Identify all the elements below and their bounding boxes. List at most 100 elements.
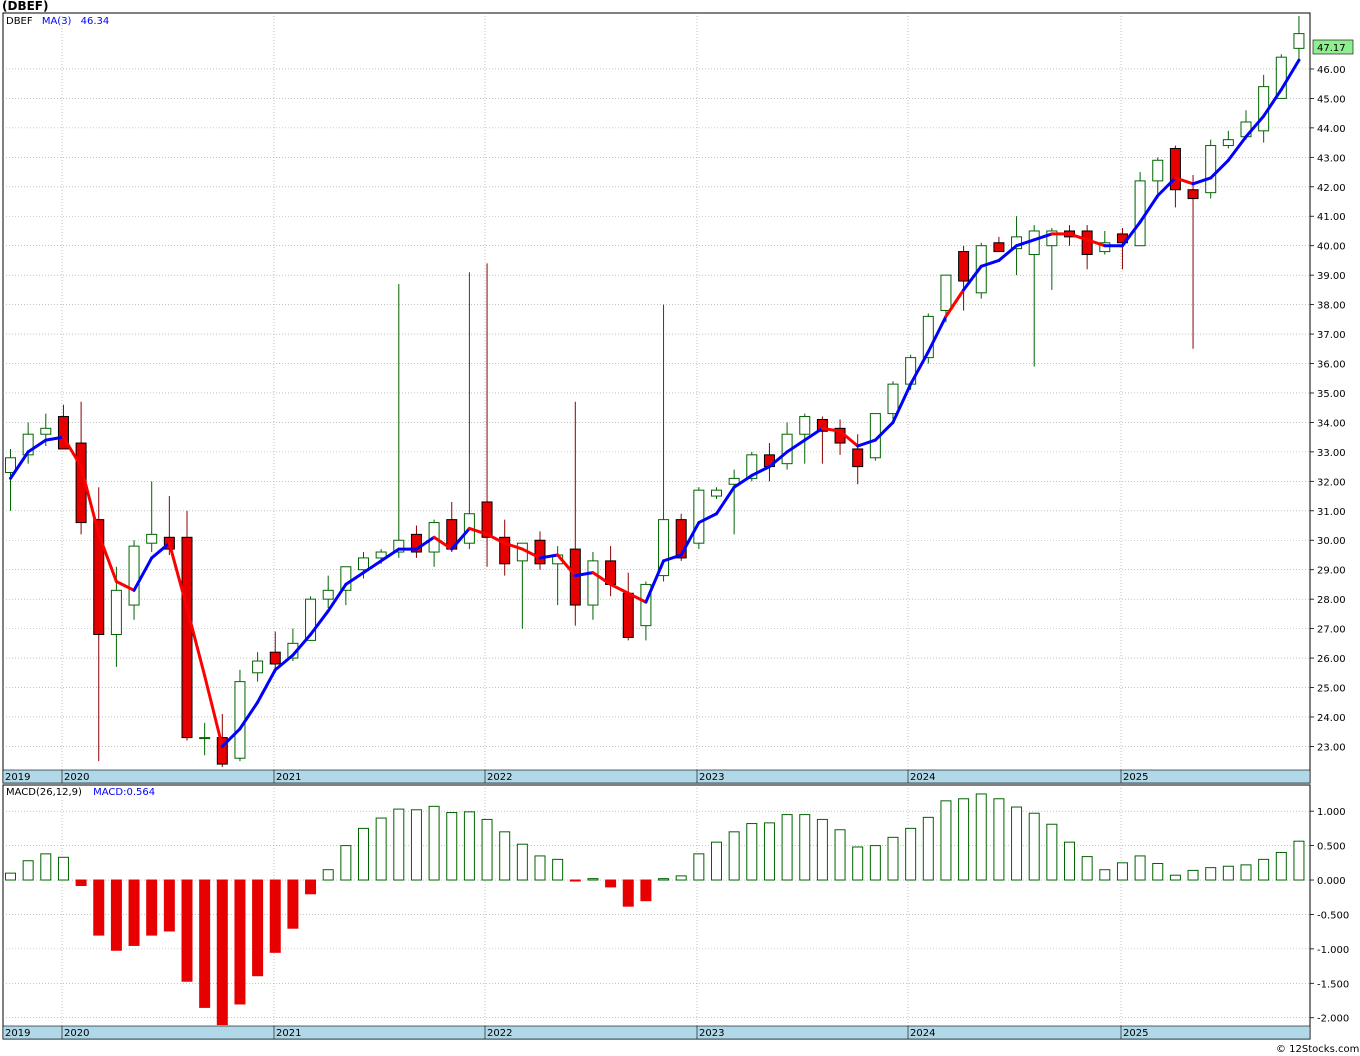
macd-x-label: 2025 [1123,1028,1148,1039]
macd-legend-name: MACD(26,12,9) [6,787,82,798]
macd-legend-value: MACD:0.564 [93,787,155,798]
ma-segment [573,571,595,578]
ma-segment [909,350,930,386]
ma-segment [1068,232,1089,242]
macd-bar-positive [975,793,987,881]
macd-bar-negative [640,879,652,902]
ma-segment [944,288,966,318]
ma-segment [767,450,789,469]
macd-bar-positive [1258,858,1270,881]
macd-y-tick-label: -1.000 [1317,945,1349,956]
price-y-tick-label: 39.00 [1317,271,1346,282]
macd-bar-positive [1275,851,1287,881]
ma-segment [450,526,471,551]
macd-bar-positive [1205,867,1217,881]
price-y-tick-label: 41.00 [1317,212,1346,223]
candle-body-up [322,589,334,600]
macd-bar-positive [675,875,687,881]
macd-x-label: 2024 [910,1028,935,1039]
macd-y-tick-label: -2.000 [1317,1014,1349,1025]
ma-segment [1085,238,1107,248]
macd-bar-positive [340,845,352,881]
ma-segment [926,314,948,354]
macd-bar-negative [199,879,211,1008]
ma-segment [997,244,1019,262]
ma-segment [114,579,136,592]
price-y-tick-label: 33.00 [1317,448,1346,459]
macd-bar-positive [834,829,846,881]
macd-bar-positive [1099,869,1111,881]
ma-segment [609,582,630,595]
ma-segment [291,633,313,657]
price-y-tick-label: 37.00 [1317,330,1346,341]
candle-body-up [199,737,211,740]
candle [993,236,1005,253]
ma-segment [44,435,65,442]
macd-bar-positive [711,841,722,881]
ma-segment [432,535,454,551]
price-y-tick-label: 46.00 [1317,65,1346,76]
candle-body-up [799,416,811,435]
candle [252,652,264,682]
ma-segment [1138,194,1160,224]
macd-bar-positive [1152,862,1164,881]
last-price-label: 47.17 [1317,43,1346,54]
candle-body-up [305,598,317,641]
macd-bar-positive [481,818,493,881]
price-y-tick-label: 38.00 [1317,301,1346,312]
legend-ma-label: MA(3) [42,16,72,27]
candle-body-up [1134,180,1146,247]
candle-body-up [358,557,369,571]
macd-bar-negative [128,879,140,946]
macd-bar-positive [940,800,952,881]
macd-bar-positive [1240,864,1252,881]
candle-body-down [93,519,105,636]
ma-segment [414,535,436,551]
macd-bar-positive [410,809,422,881]
macd-bar-positive [40,853,52,881]
candle [658,304,670,582]
ma-segment [1209,158,1230,180]
ma-segment [9,450,30,480]
macd-bar-positive [516,843,528,881]
ma-segment [1244,114,1266,139]
macd-bar-positive [958,798,970,881]
candle [693,487,705,550]
candle [1152,157,1164,199]
macd-x-label: 2019 [5,1028,30,1039]
candle-body-up [393,539,405,553]
ma-segment [344,571,365,586]
ma-segment [891,382,913,424]
chart-title: (DBEF) [2,0,48,13]
ma-segment [820,426,842,433]
price-y-tick-label: 26.00 [1317,654,1346,665]
candle-body-up [128,545,140,606]
price-x-label: 2025 [1123,772,1148,783]
candle-body-down [181,536,193,739]
macd-y-tick-label: 0.000 [1317,876,1346,887]
candle-body-up [922,315,934,359]
candle [1046,228,1058,290]
candle [410,525,422,558]
candle [958,245,970,311]
candle-body-up [146,533,158,544]
candle-body-up [1205,145,1217,194]
candle-body-up [40,427,52,435]
candle-body-up [110,589,122,636]
ma-segment [485,532,507,545]
candle-body-down [675,519,687,559]
ma-segment [1156,176,1177,198]
ma-segment [591,571,613,586]
candle [499,519,511,576]
candle [146,481,158,553]
macd-y-tick-label: -1.500 [1317,979,1349,990]
last-price-label-bg [1312,39,1354,55]
price-y-tick-label: 24.00 [1317,713,1346,724]
price-y-tick-label: 30.00 [1317,536,1346,547]
candle [587,552,599,620]
candle [393,283,405,558]
macd-bar-positive [1134,855,1146,881]
ma-segment [79,465,101,536]
price-legend: DBEF MA(3) 46.34 [6,16,109,27]
ma-segment [379,547,401,563]
